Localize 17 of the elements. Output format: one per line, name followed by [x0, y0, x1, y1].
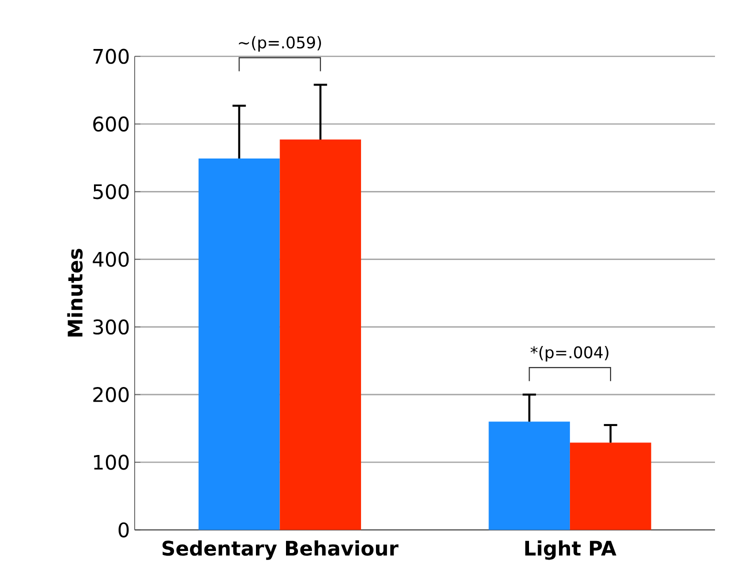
y-tick-label: 100 — [94, 454, 129, 470]
y-tick-label: 300 — [93, 319, 129, 335]
y-tick-label: 0 — [118, 522, 129, 538]
x-tick-label: Light PA — [525, 540, 616, 560]
y-tick-label: 500 — [93, 184, 129, 200]
bar — [488, 422, 570, 530]
text: ~(p=.059) — [238, 36, 321, 52]
y-tick-label: 200 — [93, 387, 129, 402]
bar — [280, 140, 362, 530]
annotation: *(p=.004) — [530, 346, 608, 362]
bar — [198, 158, 280, 530]
y-tick-label: 700 — [93, 48, 129, 64]
y-axis-title: Minutes — [67, 248, 83, 336]
y-tick-label: 600 — [93, 116, 129, 132]
bar — [570, 442, 652, 530]
x-tick-label: Sedentary Behaviour — [162, 540, 398, 560]
y-tick-label: 400 — [92, 252, 129, 267]
